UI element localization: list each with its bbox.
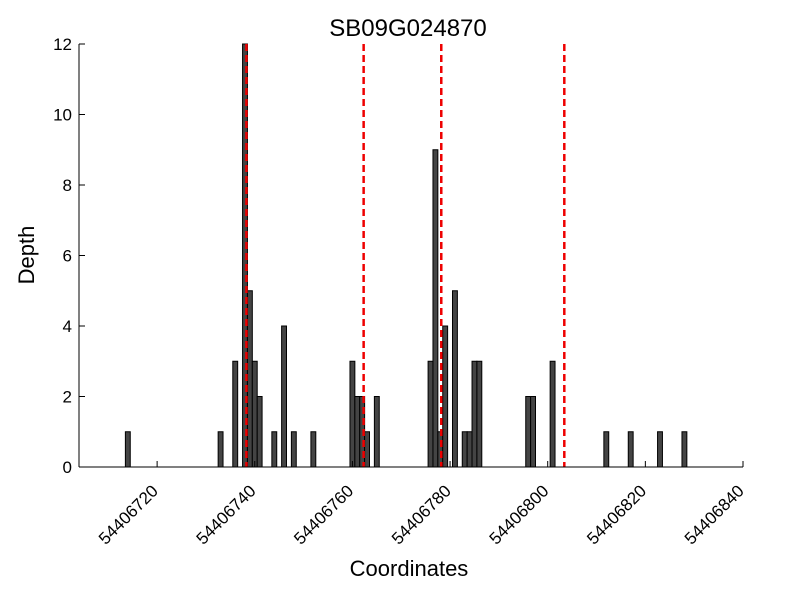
bar: [124, 431, 131, 468]
y-ticks-group: 0 2 4 6 8 10 12: [53, 35, 85, 477]
y-tick-label: 4: [63, 317, 72, 336]
bar: [549, 360, 556, 468]
bar: [373, 396, 380, 468]
x-tick-label: 54406760: [290, 481, 357, 548]
bar: [471, 360, 478, 468]
bar: [354, 396, 361, 468]
x-tick-label: 54406780: [388, 481, 455, 548]
bar: [466, 431, 473, 468]
bar: [349, 360, 356, 468]
bar: [437, 431, 444, 468]
bar: [461, 431, 468, 468]
bar: [530, 396, 537, 468]
x-axis-label: Coordinates: [350, 556, 469, 581]
y-tick-label: 0: [63, 458, 72, 477]
x-tick-label: 54406840: [681, 481, 748, 548]
x-tick-label: 54406800: [486, 481, 553, 548]
bar: [232, 360, 239, 468]
x-tick-label: 54406720: [95, 481, 162, 548]
bar: [427, 360, 434, 468]
bar: [251, 360, 258, 468]
bar: [310, 431, 317, 468]
y-axis-label: Depth: [14, 226, 39, 285]
bar: [442, 325, 449, 468]
x-ticks-group: 54406720 54406740 54406760 54406780 54406800…: [95, 461, 748, 548]
x-tick-label: 54406820: [583, 481, 650, 548]
bar: [290, 431, 297, 468]
chart-title: SB09G024870: [329, 15, 486, 42]
x-tick-label: 54406740: [193, 481, 260, 548]
bar: [476, 360, 483, 468]
marker-lines-group: [245, 44, 566, 467]
bar: [452, 290, 458, 468]
y-tick-label: 8: [63, 176, 72, 195]
bars-group: [124, 43, 688, 468]
y-tick-label: 2: [63, 388, 72, 407]
y-tick-label: 10: [53, 106, 72, 125]
bar: [681, 431, 688, 468]
bar: [525, 396, 532, 468]
bar: [281, 325, 287, 468]
bar: [271, 431, 278, 468]
y-tick-label: 12: [53, 35, 72, 54]
bar: [627, 431, 634, 468]
bar: [657, 431, 663, 468]
bar: [246, 290, 253, 468]
bar: [432, 149, 439, 468]
y-tick-label: 6: [63, 247, 72, 266]
bar: [256, 396, 263, 468]
bar: [603, 431, 610, 468]
bar: [364, 431, 370, 468]
bar: [217, 431, 224, 468]
